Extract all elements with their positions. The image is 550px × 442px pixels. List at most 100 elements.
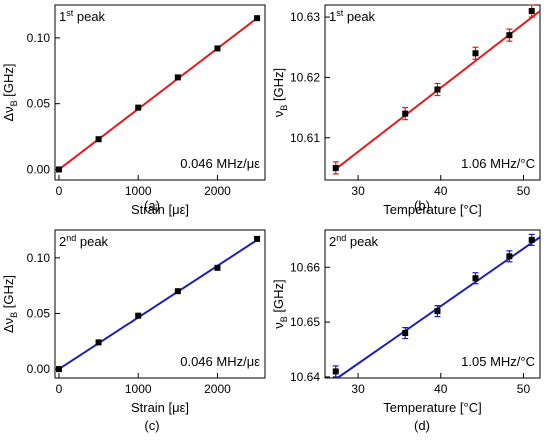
data-point: [135, 312, 142, 319]
data-point: [174, 74, 181, 81]
data-point: [95, 136, 102, 143]
y-axis-label-symbol: ν: [271, 322, 286, 329]
data-point: [434, 86, 441, 93]
data-point: [254, 15, 261, 22]
y-axis-label-unit: [GHz]: [1, 63, 16, 100]
y-tick-label: 0.10: [27, 31, 51, 45]
panel-a: 0 1000 2000 0.00 0.05 0.10 1st peak 0.046 MHz/μ…: [1, 4, 266, 217]
data-point: [55, 366, 62, 373]
x-tick-label: 2000: [204, 184, 231, 198]
data-point: [472, 275, 479, 282]
x-axis-label: Strain [με]: [131, 202, 189, 217]
peak-label: 1st peak: [59, 8, 106, 24]
data-point: [254, 235, 261, 242]
data-point: [402, 110, 409, 117]
data-point: [528, 236, 535, 243]
y-tick-label: 10.64: [290, 370, 320, 384]
data-point: [214, 45, 221, 52]
panel-label: (c): [144, 418, 159, 433]
fit-line: [58, 17, 258, 171]
peak-label-ordinal: nd: [66, 233, 76, 243]
panel-label: (b): [414, 198, 430, 213]
data-point: [506, 32, 513, 39]
y-axis-label-subscript: B: [9, 100, 19, 106]
x-axis-label: Strain [με]: [131, 400, 189, 415]
data-point: [434, 308, 441, 315]
y-axis-label: ΔνB [GHz]: [1, 63, 19, 121]
y-tick-label: 0.00: [27, 162, 51, 176]
x-tick-label: 30: [351, 382, 365, 396]
peak-label: 2nd peak: [329, 233, 379, 249]
x-tick-label: 30: [351, 184, 365, 198]
peak-label-number: 1: [59, 9, 66, 24]
data-point: [55, 166, 62, 173]
y-tick-label: 10.61: [290, 131, 320, 145]
data-point: [174, 288, 181, 295]
x-tick-label: 1000: [125, 382, 152, 396]
y-tick-label: 10.65: [290, 315, 320, 329]
slope-annotation: 1.05 MHz/°C: [461, 354, 535, 369]
x-tick-label: 1000: [125, 184, 152, 198]
data-point: [214, 264, 221, 271]
y-axis-label-subscript: B: [9, 312, 19, 318]
peak-label: 1st peak: [329, 8, 376, 24]
y-axis-label-unit: [GHz]: [1, 275, 16, 312]
slope-annotation: 1.06 MHz/°C: [461, 156, 535, 171]
x-tick-label: 0: [56, 382, 63, 396]
x-tick-label: 40: [434, 382, 448, 396]
y-tick-label: 0.05: [27, 306, 51, 320]
panel-label: (a): [144, 198, 160, 213]
y-tick-label: 0.05: [27, 97, 51, 111]
y-axis-label-unit: [GHz]: [271, 68, 286, 105]
y-axis-label-symbol: ν: [271, 111, 286, 118]
fit-line: [58, 239, 258, 370]
peak-label-ordinal: nd: [336, 233, 346, 243]
peak-label-text: peak: [73, 9, 105, 24]
plot-frame: [324, 229, 541, 379]
plot-frame: [324, 4, 541, 181]
data-point: [135, 104, 142, 111]
data-point: [95, 339, 102, 346]
peak-label-ordinal: st: [336, 8, 344, 18]
plot-frame: [54, 4, 266, 181]
data-point: [332, 164, 339, 171]
y-axis-label-symbol: Δν: [1, 106, 16, 121]
plot-frame: [54, 229, 266, 379]
x-tick-label: 2000: [204, 382, 231, 396]
y-tick-label: 0.00: [27, 362, 51, 376]
panel-c: 0 1000 2000 0.00 0.05 0.10 2nd peak 0.046 MHz/μ…: [1, 229, 266, 433]
slope-annotation: 0.046 MHz/με: [180, 156, 260, 171]
peak-label-ordinal: st: [66, 8, 74, 18]
peak-label-number: 2: [59, 234, 66, 249]
peak-label-text: peak: [343, 9, 375, 24]
panel-label: (d): [414, 418, 430, 433]
data-point: [332, 368, 339, 375]
y-axis-label: ΔνB [GHz]: [1, 275, 19, 333]
data-point: [402, 330, 409, 337]
x-tick-label: 50: [517, 382, 531, 396]
fit-line: [336, 236, 541, 379]
y-axis-label-subscript: B: [279, 105, 289, 111]
y-axis-label-subscript: B: [279, 316, 289, 322]
data-point: [506, 253, 513, 260]
panel-d: 30 40 50 10.64 10.65 10.66 2nd peak 1.05 MHz/°C…: [271, 229, 541, 433]
y-tick-label: 10.62: [290, 70, 320, 84]
x-axis-label: Temperature [°C]: [383, 202, 481, 217]
x-tick-label: 50: [517, 184, 531, 198]
peak-label-text: peak: [76, 234, 108, 249]
data-point: [528, 8, 535, 15]
data-point: [472, 50, 479, 57]
peak-label: 2nd peak: [59, 233, 109, 249]
x-axis-label: Temperature [°C]: [383, 400, 481, 415]
y-tick-label: 0.10: [27, 251, 51, 265]
y-tick-label: 10.63: [290, 10, 320, 24]
panel-b: 30 40 50 10.61 10.62 10.63 1st peak 1.06 MHz/°C…: [271, 4, 541, 217]
x-tick-label: 0: [56, 184, 63, 198]
y-axis-label-symbol: Δν: [1, 318, 16, 333]
y-tick-label: 10.66: [290, 260, 320, 274]
peak-label-number: 1: [329, 9, 336, 24]
y-axis-label: νB [GHz]: [271, 279, 289, 328]
x-tick-label: 40: [434, 184, 448, 198]
peak-label-text: peak: [346, 234, 378, 249]
